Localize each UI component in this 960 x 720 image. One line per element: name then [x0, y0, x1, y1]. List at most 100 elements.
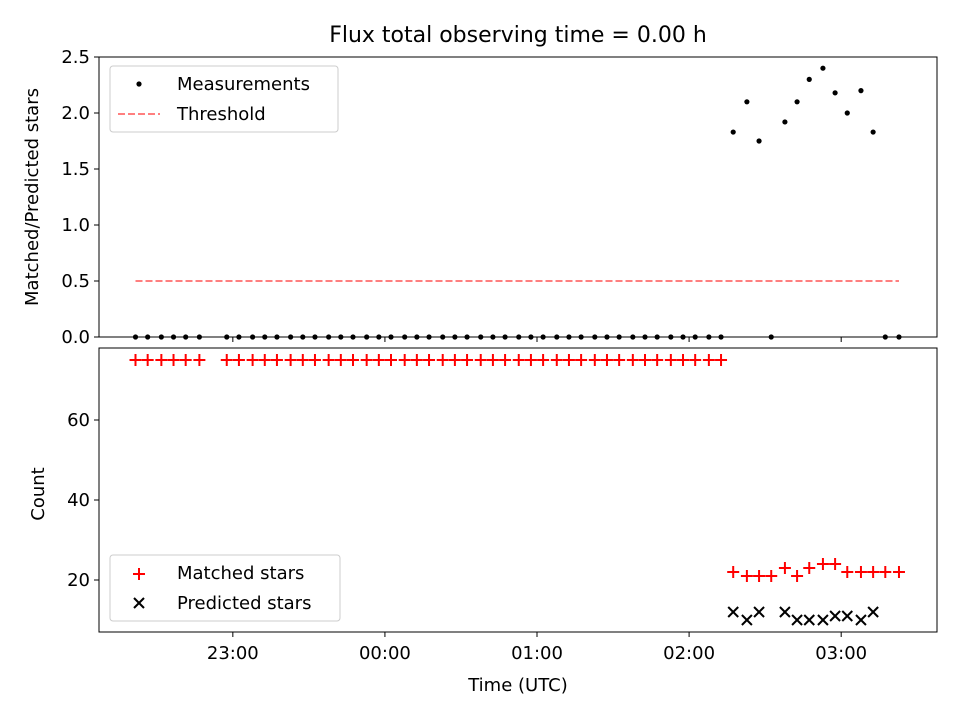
- predicted-star-stroke-b: [829, 610, 841, 622]
- bottom-x-tick-label: 02:00: [663, 643, 715, 664]
- top-x-ticks: [232, 337, 842, 342]
- bottom-x-tick-label: 01:00: [511, 643, 563, 664]
- matched-star-point: [727, 566, 740, 578]
- predicted-star-point: [867, 606, 879, 618]
- matched-star-point: [296, 354, 309, 366]
- legend-matched-label: Matched stars: [177, 563, 304, 584]
- matched-star-point: [550, 354, 563, 366]
- measurement-point: [744, 99, 750, 105]
- top-y-tick-label: 1.5: [61, 159, 90, 180]
- bottom-series: [129, 354, 905, 626]
- legend-predicted-marker: [133, 597, 145, 609]
- matched-star-point: [829, 558, 842, 570]
- matched-star-point: [179, 354, 192, 366]
- matched-star-point: [651, 354, 664, 366]
- bottom-y-ticks: 20 40 60: [67, 410, 99, 591]
- measurement-point: [756, 138, 762, 144]
- bottom-y-tick-label: 40: [67, 490, 90, 511]
- matched-star-point: [778, 562, 791, 574]
- matched-star-point: [246, 354, 259, 366]
- matched-star-point: [461, 354, 474, 366]
- matched-star-point: [562, 354, 575, 366]
- matched-star-point: [841, 566, 854, 578]
- predicted-star-stroke-b: [867, 606, 879, 618]
- predicted-star-point: [741, 614, 753, 626]
- matched-star-point: [677, 354, 690, 366]
- matched-star-point: [423, 354, 436, 366]
- matched-star-point: [740, 570, 753, 582]
- matched-star-point: [626, 354, 639, 366]
- predicted-star-stroke-b: [817, 614, 829, 626]
- bottom-x-tick-label: 03:00: [815, 643, 867, 664]
- matched-star-point: [892, 566, 905, 578]
- legend-matched-marker: [133, 568, 145, 580]
- matched-star-point: [803, 562, 816, 574]
- top-y-tick-label: 0.5: [61, 271, 90, 292]
- predicted-star-point: [791, 614, 803, 626]
- bottom-plot: 20 40 60 23:00 00:00 01:00 02:00 03:00 Count T…: [28, 347, 938, 696]
- top-y-tick-label: 2.0: [61, 103, 90, 124]
- top-y-tick-label: 1.0: [61, 215, 90, 236]
- top-legend-box: [109, 65, 339, 133]
- matched-star-point: [334, 354, 347, 366]
- matched-star-point: [816, 558, 829, 570]
- top-y-tick-label: 2.5: [61, 47, 90, 68]
- predicted-star-stroke-b: [803, 614, 815, 626]
- predicted-star-stroke-b: [855, 614, 867, 626]
- matched-star-point: [575, 354, 588, 366]
- matched-star-point: [372, 354, 385, 366]
- matched-star-point: [791, 570, 804, 582]
- top-y-axis-label: Matched/Predicted stars: [22, 88, 43, 306]
- predicted-star-stroke-b: [753, 606, 765, 618]
- bottom-legend: Matched stars Predicted stars: [109, 554, 341, 622]
- legend-threshold-label: Threshold: [176, 104, 266, 125]
- measurement-point: [832, 90, 838, 96]
- bottom-x-axis-label: Time (UTC): [467, 675, 568, 696]
- matched-star-point: [398, 354, 411, 366]
- matched-star-point: [129, 354, 142, 366]
- matched-star-point: [702, 354, 715, 366]
- matched-star-point: [854, 566, 867, 578]
- legend-measurements-marker: [136, 81, 142, 87]
- predicted-star-point: [803, 614, 815, 626]
- matched-star-point: [600, 354, 613, 366]
- predicted-star-stroke-b: [727, 606, 739, 618]
- matched-star-point: [879, 566, 892, 578]
- predicted-star-stroke-b: [841, 610, 853, 622]
- predicted-star-point: [817, 614, 829, 626]
- predicted-star-point: [841, 610, 853, 622]
- predicted-star-point: [855, 614, 867, 626]
- measurement-point: [794, 99, 800, 105]
- matched-star-point: [270, 354, 283, 366]
- bottom-x-ticks: 23:00 00:00 01:00 02:00 03:00: [207, 632, 867, 664]
- matched-star-point: [436, 354, 449, 366]
- bottom-y-tick-label: 60: [67, 410, 90, 431]
- matched-star-point: [867, 566, 880, 578]
- measurement-point: [870, 129, 876, 135]
- bottom-x-tick-label: 23:00: [207, 643, 259, 664]
- matched-star-point: [689, 354, 702, 366]
- matched-star-point: [220, 354, 233, 366]
- matched-star-point: [167, 354, 180, 366]
- matched-star-point: [537, 354, 550, 366]
- legend-measurements-label: Measurements: [177, 74, 310, 95]
- matched-star-point: [765, 570, 778, 582]
- top-plot: 0.0 0.5 1.0 1.5 2.0 2.5 Matched/Predicted sta…: [22, 47, 938, 348]
- matched-star-point: [613, 354, 626, 366]
- top-legend: Measurements Threshold: [109, 65, 339, 133]
- matched-star-point: [232, 354, 245, 366]
- matched-star-point: [155, 354, 168, 366]
- bottom-x-tick-label: 00:00: [359, 643, 411, 664]
- predicted-star-stroke-b: [779, 606, 791, 618]
- matched-star-point: [588, 354, 601, 366]
- matched-star-point: [664, 354, 677, 366]
- matched-star-point: [322, 354, 335, 366]
- bottom-axes-frame: [98, 347, 938, 633]
- matched-star-point: [284, 354, 297, 366]
- matched-star-point: [474, 354, 487, 366]
- predicted-star-point: [727, 606, 739, 618]
- matched-star-point: [141, 354, 154, 366]
- matched-star-point: [346, 354, 359, 366]
- legend-predicted-label: Predicted stars: [177, 593, 311, 614]
